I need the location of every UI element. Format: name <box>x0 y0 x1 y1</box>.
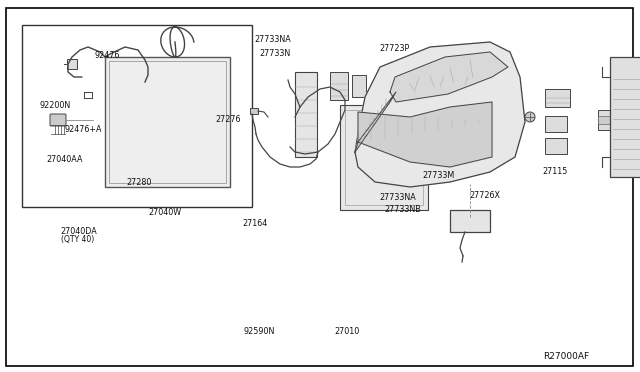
Text: 27164: 27164 <box>242 219 267 228</box>
Circle shape <box>525 112 535 122</box>
Text: 92476: 92476 <box>95 51 120 60</box>
Bar <box>610 57 640 177</box>
Polygon shape <box>355 92 396 152</box>
Bar <box>67 59 77 69</box>
Text: 27723P: 27723P <box>379 44 409 53</box>
Text: 27040W: 27040W <box>148 208 182 217</box>
Text: 27040AA: 27040AA <box>46 155 83 164</box>
Bar <box>545 89 570 107</box>
Bar <box>340 105 428 210</box>
Text: 27726X: 27726X <box>470 191 500 200</box>
Bar <box>345 110 423 205</box>
Bar <box>610 116 622 124</box>
Polygon shape <box>355 42 525 187</box>
Text: 92200N: 92200N <box>40 101 71 110</box>
Polygon shape <box>358 102 492 167</box>
Text: 27733N: 27733N <box>259 49 291 58</box>
Bar <box>330 72 348 100</box>
Bar <box>250 108 258 114</box>
Bar <box>450 210 490 232</box>
FancyBboxPatch shape <box>50 114 66 126</box>
Text: 27040DA: 27040DA <box>61 227 97 236</box>
Text: 92476+A: 92476+A <box>64 125 102 134</box>
Bar <box>295 72 317 157</box>
Polygon shape <box>390 52 508 102</box>
Bar <box>22 25 252 207</box>
Text: 27733NA: 27733NA <box>255 35 291 44</box>
Bar <box>352 75 366 97</box>
Text: 27733NA: 27733NA <box>379 193 415 202</box>
Text: 27733M: 27733M <box>422 171 454 180</box>
Text: 27115: 27115 <box>542 167 568 176</box>
Text: 27276: 27276 <box>216 115 241 124</box>
Bar <box>598 110 622 130</box>
Text: 27010: 27010 <box>334 327 359 336</box>
Text: 27280: 27280 <box>127 178 152 187</box>
Bar <box>109 61 226 183</box>
Bar <box>435 50 467 62</box>
Text: 92590N: 92590N <box>243 327 275 336</box>
Text: R27000AF: R27000AF <box>543 352 589 361</box>
Bar <box>105 57 230 187</box>
Text: 27020B: 27020B <box>415 134 445 143</box>
Text: 27733NB: 27733NB <box>384 205 420 214</box>
Text: (QTY 40): (QTY 40) <box>61 235 94 244</box>
Bar <box>545 138 567 154</box>
Bar <box>598 116 610 124</box>
Bar <box>545 116 567 132</box>
